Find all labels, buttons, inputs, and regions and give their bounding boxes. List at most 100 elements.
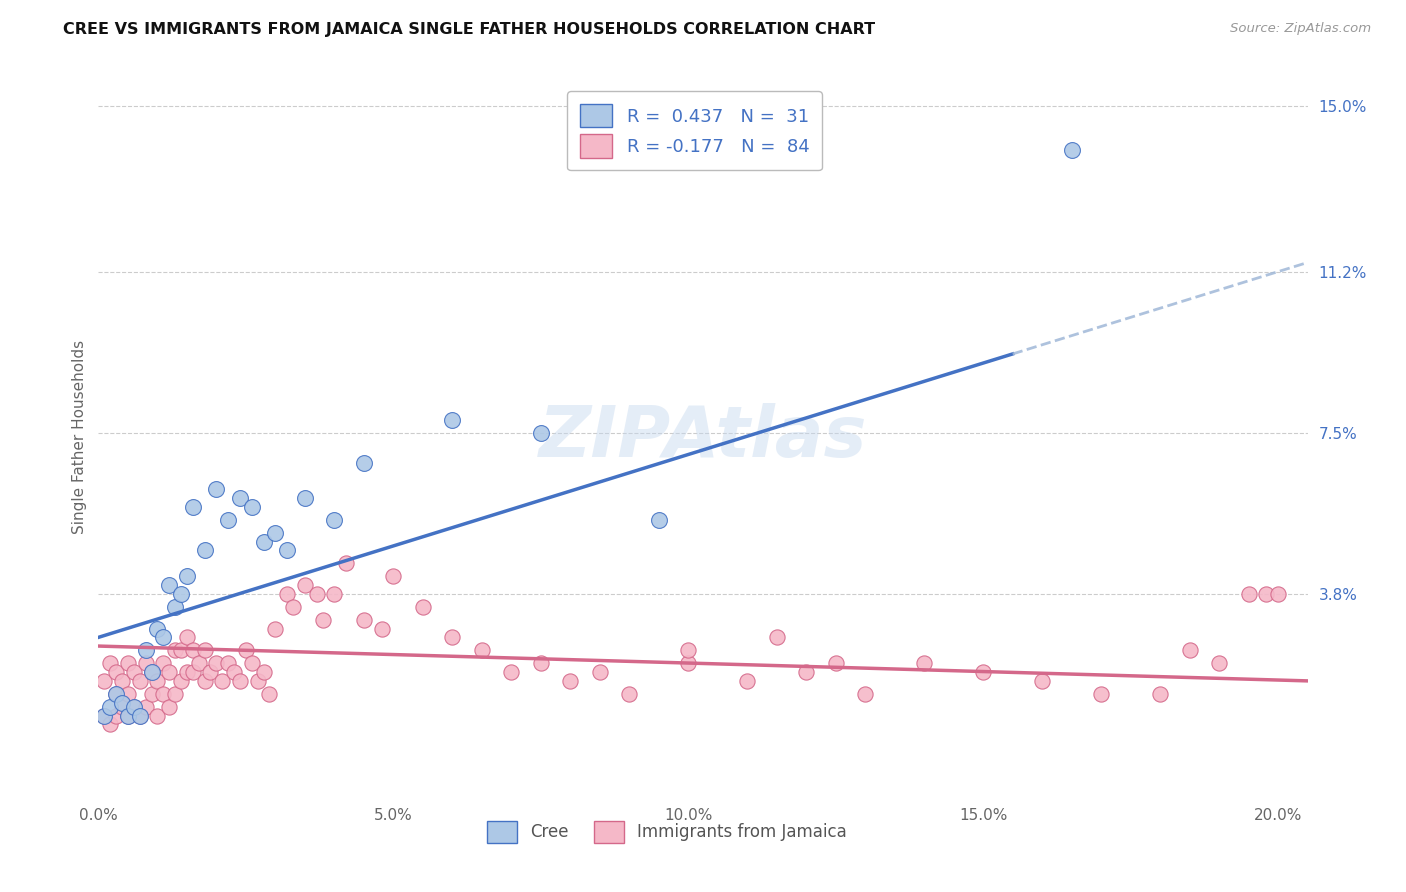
Point xyxy=(1090,687,1112,701)
Point xyxy=(117,687,139,701)
Point xyxy=(135,643,157,657)
Point xyxy=(217,513,239,527)
Point xyxy=(146,708,169,723)
Point xyxy=(141,665,163,680)
Point xyxy=(170,587,193,601)
Point xyxy=(128,708,150,723)
Point xyxy=(165,643,187,657)
Legend: Cree, Immigrants from Jamaica: Cree, Immigrants from Jamaica xyxy=(479,814,853,849)
Point xyxy=(111,673,134,688)
Point xyxy=(276,587,298,601)
Point xyxy=(105,665,128,680)
Point xyxy=(1267,587,1289,601)
Point xyxy=(222,665,245,680)
Point xyxy=(152,687,174,701)
Point xyxy=(122,700,145,714)
Point xyxy=(1178,643,1201,657)
Point xyxy=(370,622,392,636)
Point xyxy=(353,456,375,470)
Point xyxy=(165,599,187,614)
Point xyxy=(187,657,209,671)
Point xyxy=(98,717,121,731)
Point xyxy=(912,657,935,671)
Point xyxy=(111,700,134,714)
Point xyxy=(264,525,287,540)
Point xyxy=(229,673,252,688)
Point xyxy=(98,657,121,671)
Point xyxy=(1208,657,1230,671)
Point xyxy=(200,665,222,680)
Point xyxy=(560,673,582,688)
Text: ZIPAtlas: ZIPAtlas xyxy=(538,402,868,472)
Point xyxy=(176,631,198,645)
Point xyxy=(619,687,641,701)
Point xyxy=(323,513,346,527)
Point xyxy=(353,613,375,627)
Point xyxy=(194,643,217,657)
Point xyxy=(252,665,274,680)
Point xyxy=(176,665,198,680)
Point xyxy=(181,500,204,514)
Point xyxy=(648,513,671,527)
Point xyxy=(105,708,128,723)
Text: Source: ZipAtlas.com: Source: ZipAtlas.com xyxy=(1230,22,1371,36)
Point xyxy=(229,491,252,505)
Point xyxy=(128,708,150,723)
Point xyxy=(128,673,150,688)
Point xyxy=(105,687,128,701)
Point xyxy=(105,687,128,701)
Point xyxy=(176,569,198,583)
Point xyxy=(170,643,193,657)
Point xyxy=(135,700,157,714)
Point xyxy=(259,687,281,701)
Point xyxy=(157,700,180,714)
Point xyxy=(111,696,134,710)
Point xyxy=(678,643,700,657)
Point xyxy=(1060,143,1083,157)
Point xyxy=(122,700,145,714)
Point xyxy=(152,631,174,645)
Point xyxy=(181,643,204,657)
Point xyxy=(530,425,553,440)
Point xyxy=(157,665,180,680)
Point xyxy=(117,708,139,723)
Point xyxy=(152,657,174,671)
Text: CREE VS IMMIGRANTS FROM JAMAICA SINGLE FATHER HOUSEHOLDS CORRELATION CHART: CREE VS IMMIGRANTS FROM JAMAICA SINGLE F… xyxy=(63,22,876,37)
Point xyxy=(1149,687,1171,701)
Point xyxy=(93,708,115,723)
Point xyxy=(141,665,163,680)
Point xyxy=(117,708,139,723)
Point xyxy=(165,687,187,701)
Point xyxy=(205,657,228,671)
Point xyxy=(246,673,269,688)
Point xyxy=(678,657,700,671)
Point xyxy=(157,578,180,592)
Point xyxy=(146,673,169,688)
Point xyxy=(471,643,494,657)
Point xyxy=(530,657,553,671)
Point xyxy=(217,657,239,671)
Point xyxy=(146,622,169,636)
Point xyxy=(122,665,145,680)
Point xyxy=(264,622,287,636)
Point xyxy=(98,700,121,714)
Point xyxy=(93,673,115,688)
Point xyxy=(294,491,316,505)
Point xyxy=(382,569,405,583)
Point xyxy=(735,673,758,688)
Point xyxy=(972,665,994,680)
Point xyxy=(305,587,328,601)
Point xyxy=(311,613,333,627)
Y-axis label: Single Father Households: Single Father Households xyxy=(72,340,87,534)
Point xyxy=(170,673,193,688)
Point xyxy=(194,673,217,688)
Point xyxy=(441,631,464,645)
Point xyxy=(117,657,139,671)
Point xyxy=(135,657,157,671)
Point xyxy=(335,557,357,571)
Point xyxy=(252,534,274,549)
Point xyxy=(211,673,233,688)
Point xyxy=(194,543,217,558)
Point xyxy=(205,483,228,497)
Point xyxy=(794,665,817,680)
